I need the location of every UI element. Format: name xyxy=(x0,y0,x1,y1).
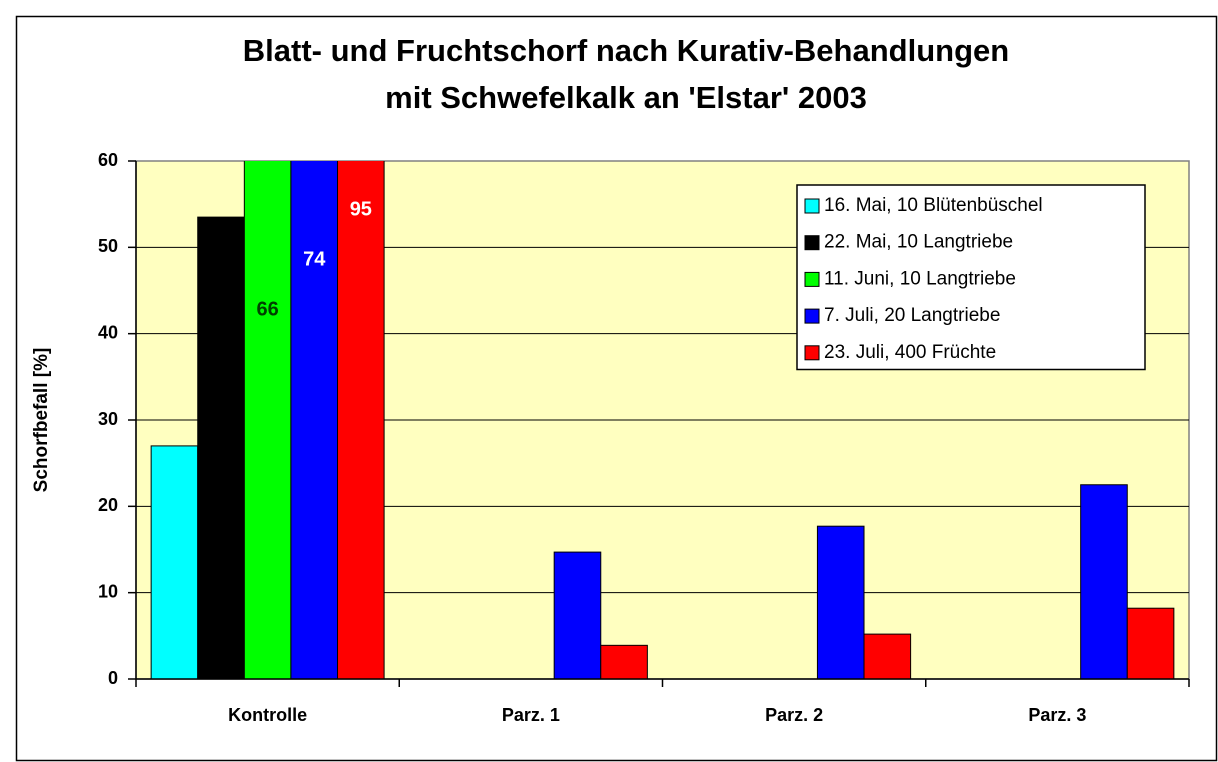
y-tick-label: 60 xyxy=(98,150,118,170)
x-tick-label: Parz. 2 xyxy=(765,705,823,725)
y-tick-label: 30 xyxy=(98,409,118,429)
legend-swatch xyxy=(804,345,820,361)
y-tick-label: 10 xyxy=(98,581,118,601)
y-tick-label: 20 xyxy=(98,495,118,515)
chart-title: mit Schwefelkalk an 'Elstar' 2003 xyxy=(385,80,867,115)
data-label: 74 xyxy=(303,248,326,270)
bar xyxy=(1126,607,1175,679)
y-tick-label: 0 xyxy=(108,668,118,688)
bar xyxy=(553,551,602,679)
data-label: 66 xyxy=(257,298,279,320)
data-label: 95 xyxy=(350,198,372,220)
legend-label: 22. Mai, 10 Langtriebe xyxy=(824,232,1013,253)
legend-swatch xyxy=(804,271,820,287)
y-tick-label: 40 xyxy=(98,322,118,342)
bar xyxy=(1080,484,1128,679)
bar xyxy=(150,445,199,679)
bar xyxy=(197,216,245,679)
legend-swatch xyxy=(804,235,820,251)
legend-label: 7. Juli, 20 Langtriebe xyxy=(824,305,1000,326)
bar xyxy=(243,161,292,679)
bar xyxy=(337,161,385,679)
legend-swatch xyxy=(804,198,820,214)
chart-title: Blatt- und Fruchtschorf nach Kurativ-Beh… xyxy=(243,33,1009,68)
legend-label: 11. Juni, 10 Langtriebe xyxy=(824,268,1016,289)
bar xyxy=(816,525,865,679)
bar xyxy=(863,633,912,679)
bar xyxy=(600,644,648,679)
legend-swatch xyxy=(804,308,820,324)
legend-box xyxy=(796,184,1146,371)
y-axis-label: Schorfbefall [%] xyxy=(31,348,52,493)
x-tick-label: Kontrolle xyxy=(228,705,307,725)
legend-label: 23. Juli, 400 Früchte xyxy=(824,342,996,363)
y-tick-label: 50 xyxy=(98,236,118,256)
legend-label: 16. Mai, 10 Blütenbüschel xyxy=(824,195,1043,216)
x-tick-label: Parz. 3 xyxy=(1028,705,1086,725)
x-tick-label: Parz. 1 xyxy=(502,705,560,725)
